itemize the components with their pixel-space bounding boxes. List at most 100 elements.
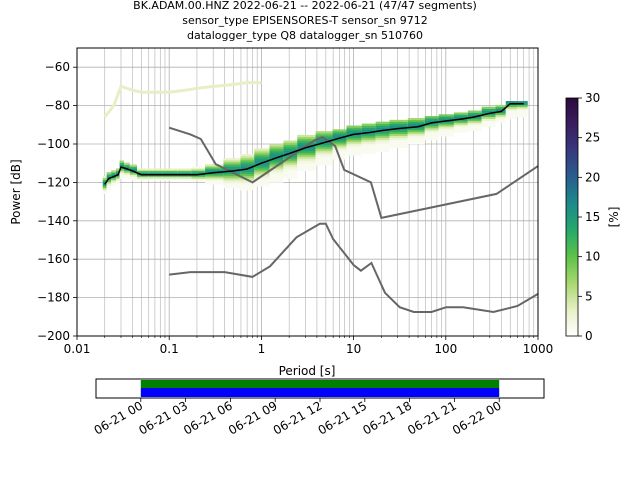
pdf-cell	[361, 123, 376, 126]
pdf-cell	[283, 168, 298, 171]
pdf-cell	[254, 150, 270, 153]
pdf-cell	[505, 117, 517, 120]
pdf-cell	[516, 105, 528, 108]
plot-frame	[76, 47, 539, 337]
pdf-cell	[254, 160, 270, 163]
pdf-cell	[495, 108, 506, 112]
pdf-cell	[102, 177, 107, 181]
pdf-cell	[111, 174, 116, 177]
pdf-cell	[269, 158, 284, 161]
title-line-2: sensor_type EPISENSORES-T sensor_sn 9712	[182, 14, 428, 27]
pdf-cell	[124, 164, 130, 167]
pdf-cell	[240, 186, 255, 189]
pdf-cell	[505, 109, 517, 112]
pdf-cell	[129, 174, 137, 177]
pdf-cell	[505, 113, 517, 116]
pdf-cell	[481, 110, 496, 113]
pdf-cell	[297, 156, 316, 160]
pdf-cell	[424, 128, 439, 131]
pdf-cell	[297, 164, 316, 168]
pdf-cell	[102, 179, 107, 183]
pdf-cell	[106, 184, 112, 187]
pdf-cell	[361, 139, 376, 142]
pdf-cell	[283, 170, 298, 173]
pdf-cell	[240, 156, 255, 159]
pdf-cell	[297, 166, 316, 170]
pdf-cell	[129, 164, 137, 167]
pdf-cell	[407, 122, 425, 125]
pdf-cell	[124, 172, 130, 175]
pdf-cell	[297, 148, 316, 152]
y-axis-ticks: −200 −180 −160 −140 −120 −100 −80 −60	[37, 60, 77, 343]
pdf-cell	[297, 152, 316, 156]
pdf-cell	[106, 188, 112, 191]
pdf-cell	[223, 176, 241, 179]
pdf-cell	[495, 106, 506, 110]
pdf-cell	[119, 172, 125, 175]
pdf-cell	[283, 148, 298, 151]
pdf-cell	[407, 138, 425, 141]
pdf-cell	[269, 170, 284, 173]
pdf-cell	[346, 151, 362, 154]
pdf-cell	[297, 168, 316, 172]
pdf-cell	[124, 174, 130, 177]
pdf-cell	[438, 118, 454, 121]
pdf-cell	[148, 172, 163, 175]
pdf-cell	[516, 109, 528, 112]
pdf-cell	[375, 141, 390, 144]
pdf-cell	[254, 182, 270, 185]
pdf-cell	[124, 176, 130, 179]
pdf-cell	[346, 153, 362, 156]
x-axis-label: Period [s]	[279, 364, 336, 378]
pdf-cell	[505, 107, 517, 110]
pdf-cell	[205, 164, 224, 167]
pdf-cell	[223, 182, 241, 185]
pdf-cell	[516, 111, 528, 114]
pdf-cell	[389, 131, 408, 135]
pdf-cell	[407, 136, 425, 139]
pdf-cell	[389, 129, 408, 133]
pdf-cell	[424, 116, 439, 119]
pdf-cell	[223, 166, 241, 169]
pdf-cell	[346, 147, 362, 150]
pdf-cell	[254, 156, 270, 159]
pdf-cell	[240, 154, 255, 157]
pdf-cell	[407, 120, 425, 123]
pdf-cell	[119, 168, 125, 171]
pdf-cell	[453, 126, 468, 129]
pdf-cell	[148, 178, 163, 181]
pdf-cell	[332, 129, 347, 132]
pdf-cell	[424, 136, 439, 139]
pdf-cell	[375, 131, 390, 134]
pdf-cell	[115, 172, 120, 175]
pdf-cell	[346, 135, 362, 138]
pdf-cell	[481, 114, 496, 117]
pdf-cell	[102, 175, 107, 179]
pdf-cell	[283, 150, 298, 153]
pdf-cell	[119, 160, 125, 163]
pdf-cell	[361, 151, 376, 154]
pdf-cell	[516, 115, 528, 118]
pdf-cell	[315, 145, 333, 148]
pdf-cell	[254, 168, 270, 171]
pdf-cell	[223, 186, 241, 189]
pdf-cell	[516, 107, 528, 110]
pdf-cell	[283, 162, 298, 165]
pdf-cell	[375, 123, 390, 126]
pdf-cell	[481, 124, 496, 127]
pdf-cell	[389, 141, 408, 145]
pdf-cell	[269, 166, 284, 169]
pdf-cell	[119, 162, 125, 165]
pdf-cell	[102, 181, 107, 185]
pdf-cell	[297, 154, 316, 158]
pdf-cell	[346, 131, 362, 134]
pdf-cell	[129, 172, 137, 175]
pdf-cell	[505, 101, 517, 104]
pdf-cell	[438, 130, 454, 133]
pdf-cell	[102, 189, 107, 193]
pdf-cell	[223, 178, 241, 181]
pdf-cell	[407, 132, 425, 135]
y-axis-label: Power [dB]	[9, 159, 23, 224]
pdf-cell	[297, 140, 316, 144]
pdf-cell	[375, 145, 390, 148]
